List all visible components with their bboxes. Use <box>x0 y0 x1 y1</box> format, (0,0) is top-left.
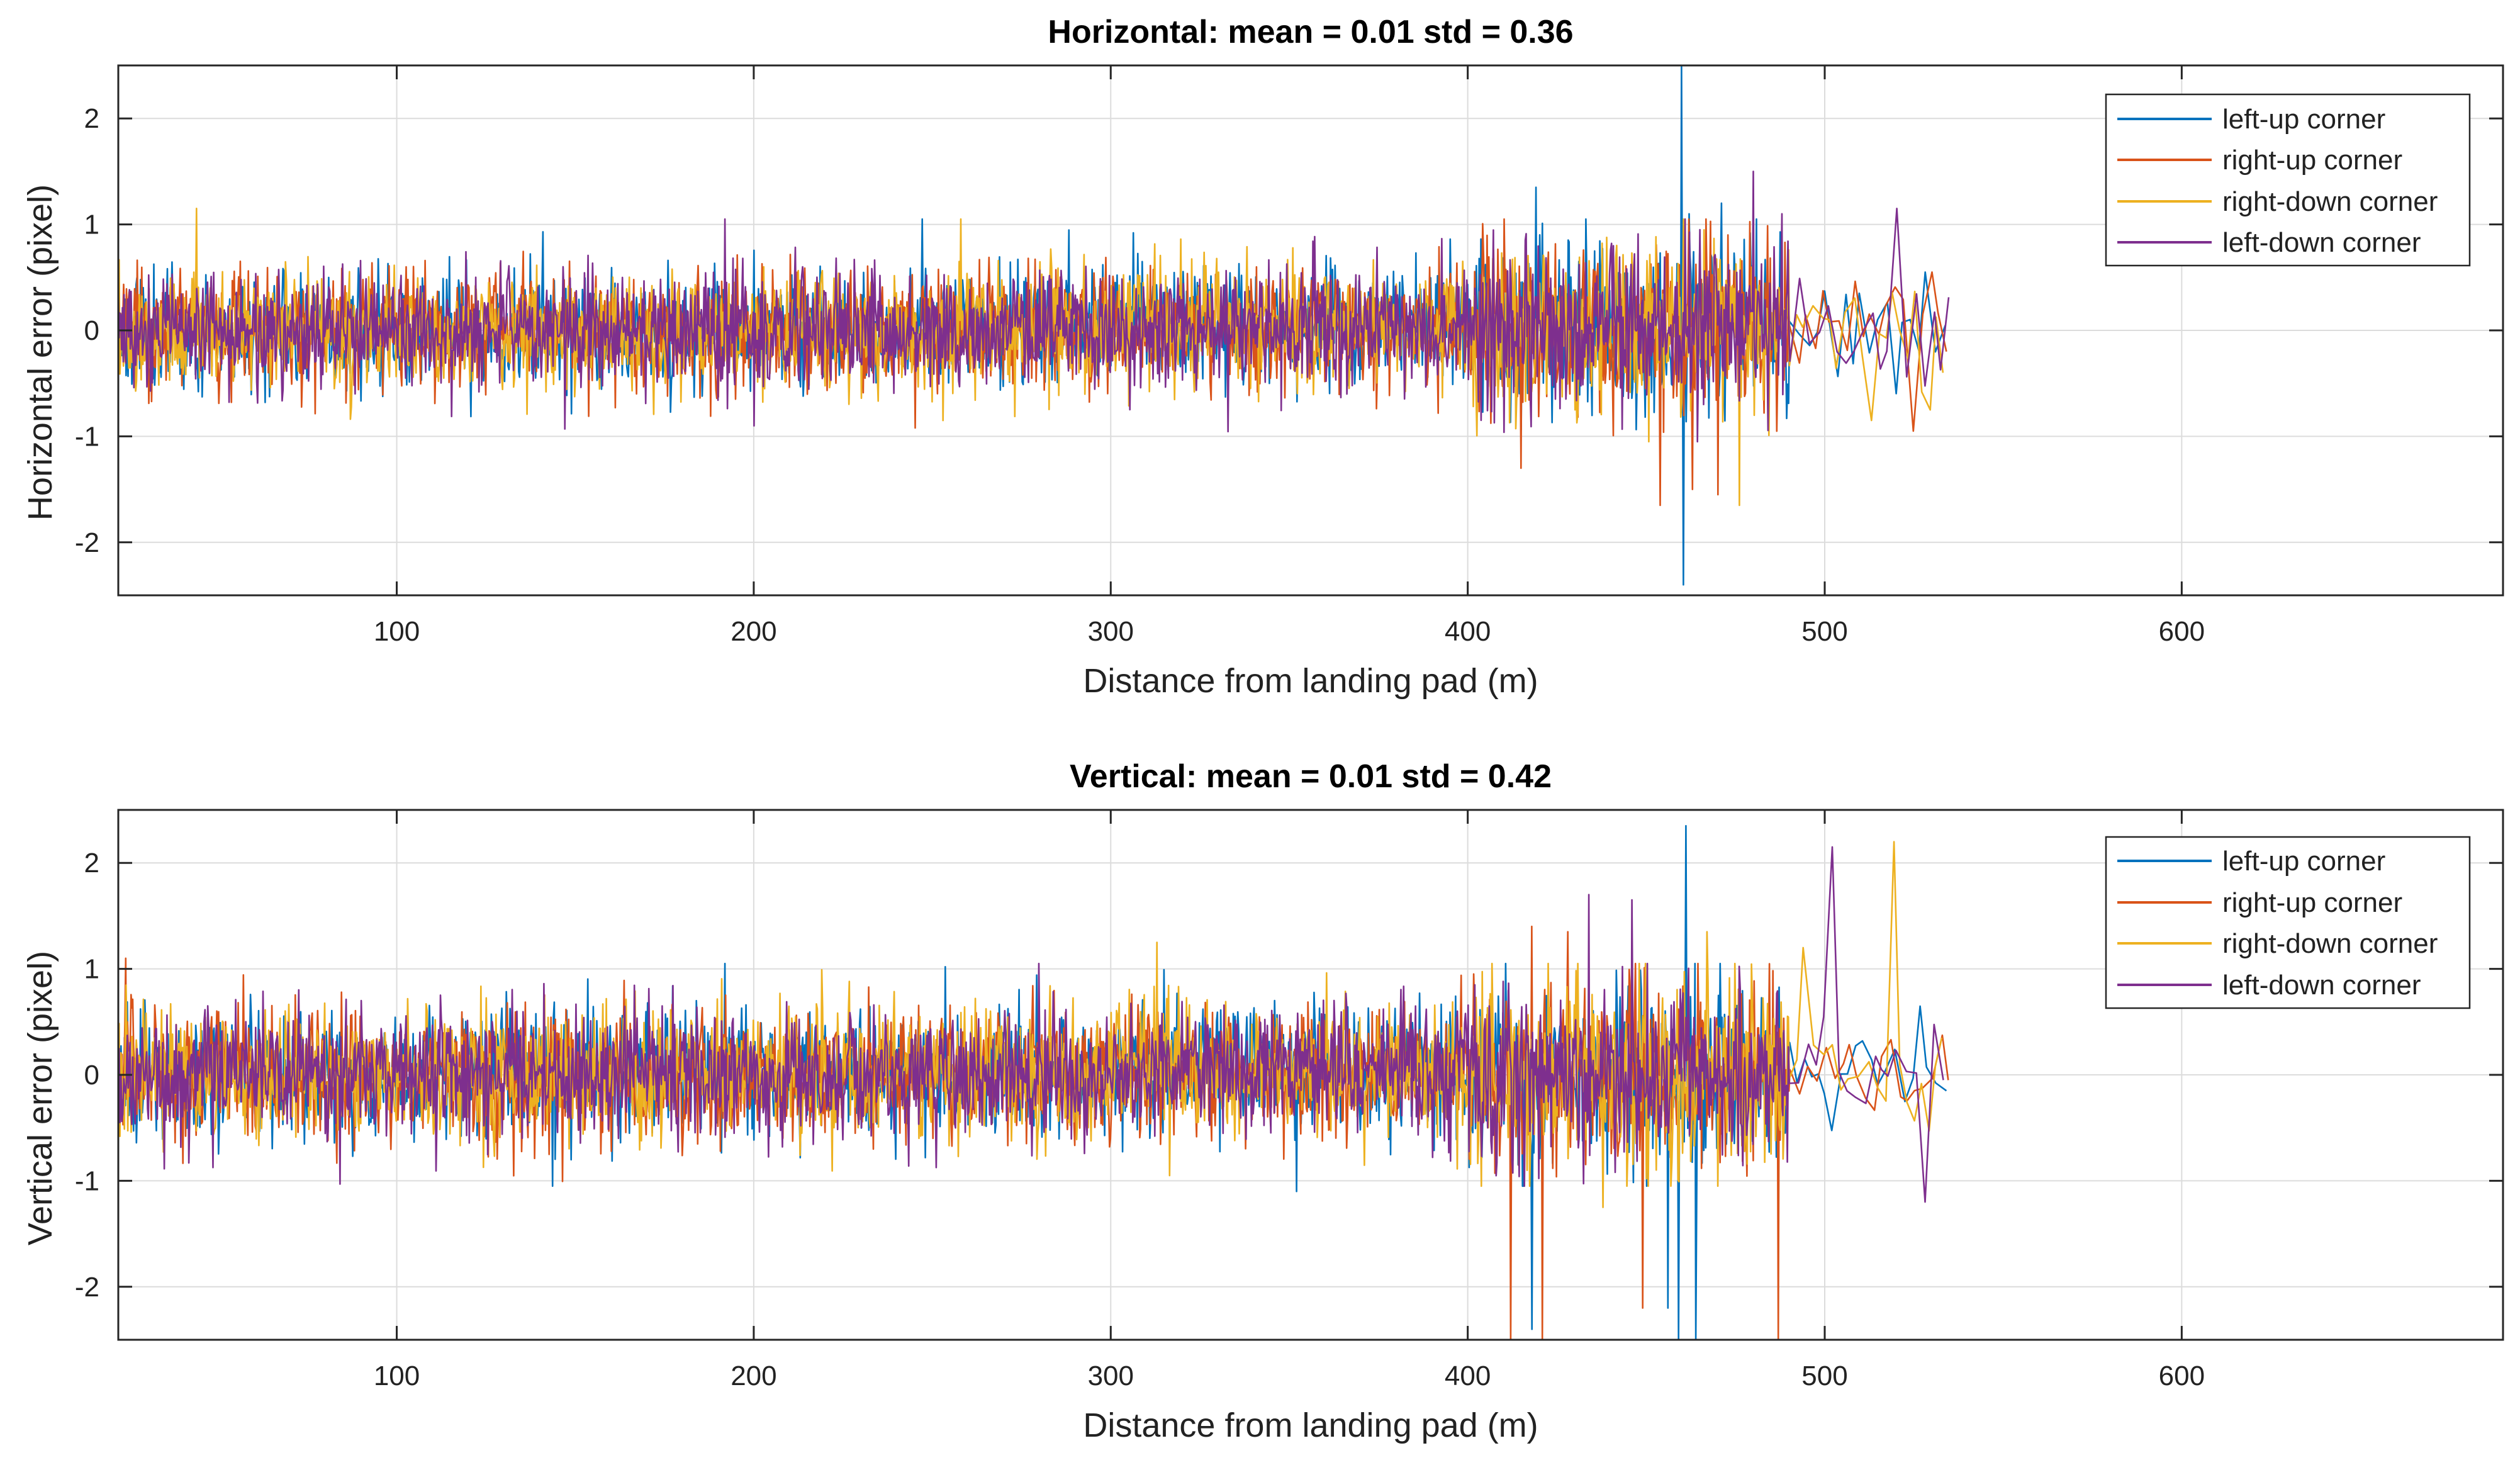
x-tick-label: 300 <box>1088 1361 1134 1391</box>
legend-label-left-down: left-down corner <box>2222 227 2421 258</box>
y-tick-label: 0 <box>84 315 99 346</box>
series-line-left-down-corner <box>118 171 1950 443</box>
y-tick-label: -2 <box>75 1272 99 1303</box>
y-tick-label: -2 <box>75 527 99 558</box>
x-tick-label: 600 <box>2159 616 2205 647</box>
legend-label-left-up: left-up corner <box>2222 846 2385 877</box>
y-axis-label: Horizontal error (pixel) <box>21 184 59 520</box>
x-tick-label: 600 <box>2159 1361 2205 1391</box>
y-tick-label: -1 <box>75 1165 99 1196</box>
legend-label-right-down: right-down corner <box>2222 186 2438 217</box>
vertical-error-chart: Vertical: mean = 0.01 std = 0.42 100 200 3… <box>21 758 2504 1444</box>
legend-box <box>2105 836 2471 1009</box>
y-tick-label: -1 <box>75 421 99 452</box>
x-axis-label: Distance from landing pad (m) <box>1083 662 1538 700</box>
legend-label-left-down: left-down corner <box>2222 970 2421 1001</box>
x-tick-label: 500 <box>1801 616 1847 647</box>
legend: left-up corner right-up corner right-dow… <box>2105 836 2471 1009</box>
y-tick-label: 2 <box>84 848 99 878</box>
x-tick-label: 400 <box>1445 616 1491 647</box>
y-tick-label: 1 <box>84 954 99 985</box>
series-line-left-down-corner <box>118 846 1944 1203</box>
horizontal-error-chart: Horizontal: mean = 0.01 std = 0.36 100 20… <box>21 14 2504 700</box>
chart-title: Vertical: mean = 0.01 std = 0.42 <box>1070 758 1552 795</box>
x-tick-label: 500 <box>1801 1361 1847 1391</box>
y-tick-label: 0 <box>84 1060 99 1091</box>
legend-label-left-up: left-up corner <box>2222 104 2385 135</box>
x-tick-label: 200 <box>731 1361 776 1391</box>
x-tick-label: 300 <box>1088 616 1134 647</box>
x-tick-label: 400 <box>1445 1361 1491 1391</box>
legend-label-right-up: right-up corner <box>2222 145 2402 176</box>
legend-label-right-up: right-up corner <box>2222 887 2402 918</box>
legend-label-right-down: right-down corner <box>2222 928 2438 959</box>
legend: left-up corner right-up corner right-dow… <box>2105 93 2471 267</box>
x-axis-label: Distance from landing pad (m) <box>1083 1406 1538 1444</box>
chart-title: Horizontal: mean = 0.01 std = 0.36 <box>1048 14 1573 50</box>
legend-box <box>2105 93 2471 267</box>
y-axis-label: Vertical error (pixel) <box>21 951 59 1245</box>
x-tick-label: 200 <box>731 616 776 647</box>
x-tick-label: 100 <box>374 1361 420 1391</box>
y-tick-label: 2 <box>84 103 99 134</box>
y-tick-label: 1 <box>84 210 99 240</box>
x-tick-label: 100 <box>374 616 420 647</box>
